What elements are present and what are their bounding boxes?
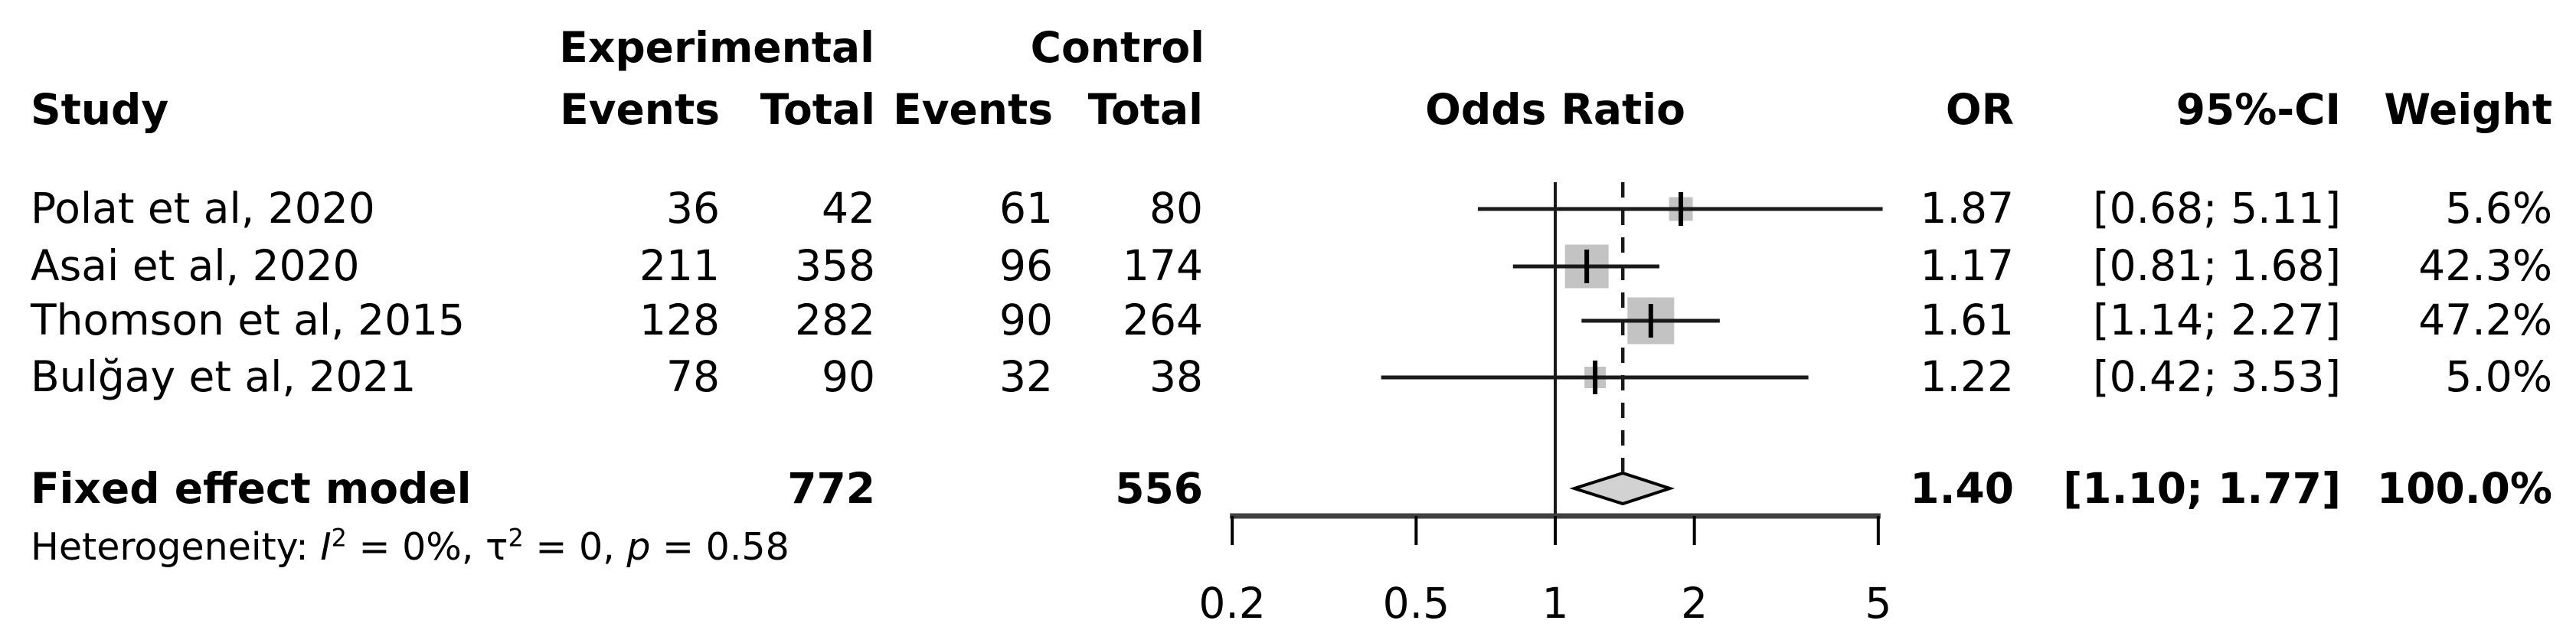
- header-weight: Weight: [2384, 85, 2552, 134]
- het-i-symbol: I: [320, 525, 332, 569]
- exp-total-cell: 42: [822, 184, 875, 233]
- summary-ctrl-total: 556: [1115, 464, 1203, 513]
- header-ctrl-total: Total: [1087, 85, 1203, 134]
- weight-value: 5.0%: [2445, 352, 2552, 401]
- exp-events-cell: 36: [666, 184, 720, 233]
- study-name: Thomson et al, 2015: [31, 296, 466, 344]
- header-group-control: Control: [1030, 23, 1205, 72]
- ci-value: [0.68; 5.11]: [2093, 184, 2341, 233]
- header-group-experimental: Experimental: [559, 23, 874, 72]
- header-exp-total: Total: [760, 85, 875, 134]
- ctrl-events-cell: 32: [999, 352, 1053, 401]
- ctrl-total-cell: 264: [1123, 296, 1203, 344]
- summary-diamond: [1569, 471, 1675, 506]
- summary-or-value: 1.40: [1910, 464, 2014, 513]
- summary-label: Fixed effect model: [31, 464, 472, 513]
- weight-value: 42.3%: [2418, 241, 2552, 290]
- exp-total-cell: 90: [822, 352, 875, 401]
- exp-total-cell: 282: [795, 296, 875, 344]
- het-mid2: = 0,: [523, 525, 627, 569]
- x-tick-label: 2: [1681, 579, 1708, 628]
- summary-exp-total: 772: [787, 464, 875, 513]
- exp-events-cell: 211: [639, 241, 720, 290]
- ctrl-events-cell: 96: [999, 241, 1053, 290]
- het-tau-sup: 2: [508, 523, 524, 553]
- or-value: 1.87: [1920, 184, 2014, 233]
- ci-value: [1.14; 2.27]: [2093, 296, 2341, 344]
- x-tick-label: 1: [1541, 579, 1569, 628]
- header-exp-events: Events: [560, 85, 720, 134]
- study-name: Bulğay et al, 2021: [31, 352, 417, 401]
- het-i-sup: 2: [331, 523, 347, 553]
- summary-weight-value: 100.0%: [2376, 464, 2552, 513]
- summary-ci-value: [1.10; 1.77]: [2063, 464, 2341, 513]
- exp-events-cell: 78: [666, 352, 720, 401]
- weight-value: 47.2%: [2418, 296, 2552, 344]
- header-ci: 95%-CI: [2176, 85, 2341, 134]
- header-ctrl-events: Events: [893, 85, 1053, 134]
- ctrl-total-cell: 38: [1149, 352, 1203, 401]
- ci-value: [0.81; 1.68]: [2093, 241, 2341, 290]
- het-end: = 0.58: [650, 525, 789, 569]
- or-value: 1.61: [1920, 296, 2014, 344]
- header-or: OR: [1945, 85, 2014, 134]
- ctrl-total-cell: 80: [1149, 184, 1203, 233]
- heterogeneity-note: Heterogeneity: I2 = 0%, τ2 = 0, p = 0.58: [31, 525, 789, 569]
- het-mid1: = 0%, τ: [346, 525, 508, 569]
- header-study: Study: [31, 85, 169, 134]
- exp-total-cell: 358: [795, 241, 875, 290]
- exp-events-cell: 128: [639, 296, 720, 344]
- x-tick-label: 0.5: [1382, 579, 1450, 628]
- x-tick-label: 0.2: [1198, 579, 1266, 628]
- het-p-symbol: p: [626, 525, 651, 569]
- study-name: Asai et al, 2020: [31, 241, 360, 290]
- or-value: 1.22: [1920, 352, 2014, 401]
- ci-value: [0.42; 3.53]: [2093, 352, 2341, 401]
- weight-value: 5.6%: [2445, 184, 2552, 233]
- ctrl-events-cell: 90: [999, 296, 1053, 344]
- ctrl-total-cell: 174: [1123, 241, 1203, 290]
- header-plot-title: Odds Ratio: [1425, 85, 1685, 134]
- or-value: 1.17: [1920, 241, 2014, 290]
- x-tick-label: 5: [1865, 579, 1892, 628]
- study-name: Polat et al, 2020: [31, 184, 375, 233]
- het-prefix: Heterogeneity:: [31, 525, 321, 569]
- ctrl-events-cell: 61: [999, 184, 1053, 233]
